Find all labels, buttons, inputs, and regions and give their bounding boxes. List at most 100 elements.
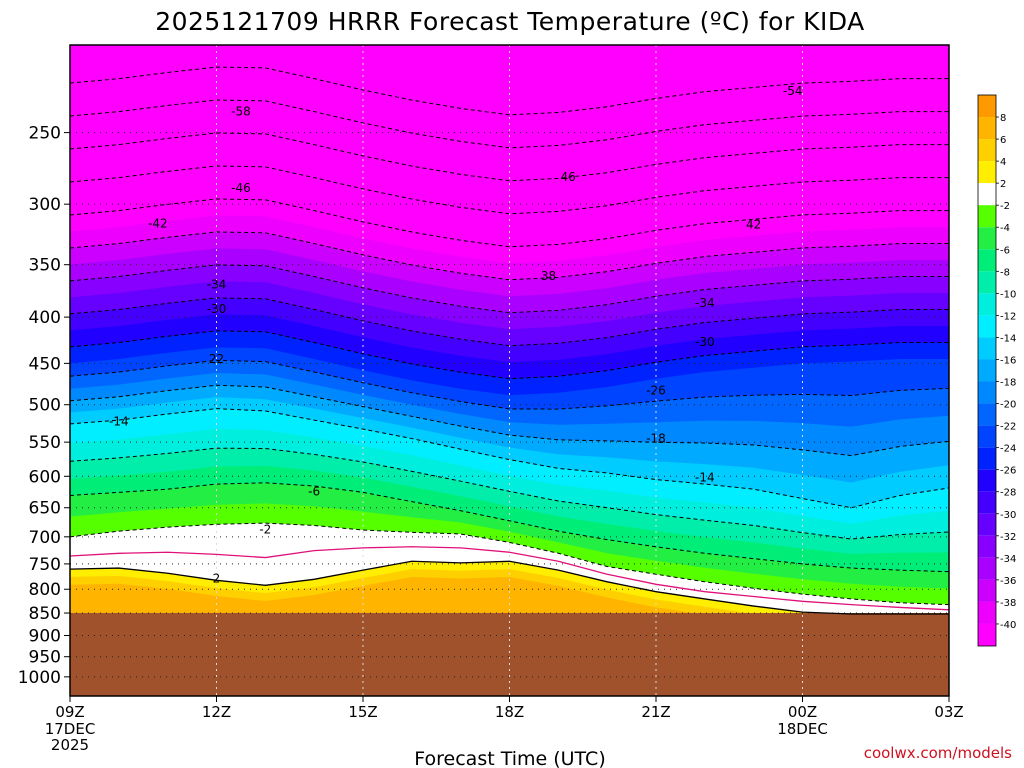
y-tick-label-850: 850 — [29, 604, 61, 624]
isotherm--22 — [70, 359, 949, 410]
colorbar-label-7: -8 — [1000, 267, 1010, 278]
x-tick-sublabel-09Z-0: 17DEC — [45, 720, 96, 738]
colorbar-label-4: -2 — [1000, 201, 1010, 212]
colorbar-label-11: -16 — [1000, 355, 1016, 366]
colorbar-cell-20 — [978, 535, 996, 558]
isotherm--30 — [70, 297, 949, 347]
contour-label-12: -26 — [646, 383, 666, 397]
colorbar-label-13: -20 — [1000, 400, 1016, 411]
colorbar-label-19: -32 — [1000, 532, 1016, 543]
isotherm-0 — [70, 546, 949, 611]
colorbar-cell-21 — [978, 557, 996, 580]
isotherm--34 — [70, 264, 949, 314]
y-tick-label-550: 550 — [29, 433, 61, 453]
contour-labels: -58 -54 -46 46 -42 42 -34 38 -30 -34 -30 22 -26 -14 -1… — [109, 84, 803, 585]
colorbar-cell-8 — [978, 271, 996, 294]
contour-label-8: -30 — [207, 302, 227, 316]
colorbar-label-17: -28 — [1000, 488, 1016, 499]
isotherm--2 — [70, 522, 949, 606]
chart-title: 2025121709 HRRR Forecast Temperature (ºC… — [155, 7, 865, 36]
y-tick-label-700: 700 — [29, 528, 61, 548]
colorbar-label-15: -24 — [1000, 444, 1016, 455]
isotherm--26 — [70, 330, 949, 380]
colorbar-cell-15 — [978, 425, 996, 448]
y-tick-label-300: 300 — [29, 195, 61, 215]
y-tick-label-250: 250 — [29, 124, 61, 144]
colorbar-cell-18 — [978, 491, 996, 514]
y-tick-label-350: 350 — [29, 256, 61, 276]
y-tick-label-450: 450 — [29, 354, 61, 374]
colorbar-cell-1 — [978, 117, 996, 140]
y-tick-label-900: 900 — [29, 626, 61, 646]
contour-label-13: -14 — [109, 415, 129, 429]
isotherm--18 — [70, 384, 949, 457]
contour-label-11: 22 — [209, 352, 224, 366]
isotherm--58 — [70, 66, 949, 116]
x-axis-label: Forecast Time (UTC) — [414, 748, 605, 768]
x-tick-label-09Z: 09Z — [55, 703, 84, 721]
colorbar-label-18: -30 — [1000, 510, 1016, 521]
colorbar-label-22: -38 — [1000, 598, 1016, 609]
colorbar-cell-2 — [978, 139, 996, 162]
isotherm--38 — [70, 231, 949, 281]
y-tick-label-400: 400 — [29, 308, 61, 328]
contour-label-2: -46 — [231, 181, 251, 195]
contour-label-1: -54 — [783, 84, 803, 98]
y-tick-label-950: 950 — [29, 648, 61, 668]
colorbar-cell-14 — [978, 403, 996, 426]
contour-label-6: -34 — [207, 277, 227, 291]
isotherm--42 — [70, 198, 949, 248]
colorbar-cell-3 — [978, 161, 996, 184]
colorbar-label-12: -18 — [1000, 378, 1016, 389]
y-tick-label-750: 750 — [29, 555, 61, 575]
colorbar-label-10: -14 — [1000, 333, 1016, 344]
y-tick-label-600: 600 — [29, 467, 61, 487]
y-tick-label-1000: 1000 — [18, 668, 61, 688]
colorbar-label-1: 6 — [1000, 135, 1006, 146]
y-tick-label-500: 500 — [29, 396, 61, 416]
colorbar-cell-0 — [978, 95, 996, 118]
x-tick-sublabel-09Z-1: 2025 — [51, 736, 89, 754]
contour-label-0: -58 — [231, 105, 251, 119]
colorbar-label-23: -40 — [1000, 620, 1016, 631]
x-tick-label-00Z: 00Z — [788, 703, 817, 721]
colorbar-cell-4 — [978, 183, 996, 206]
isotherm--10 — [70, 447, 949, 540]
colorbar-cell-11 — [978, 337, 996, 360]
colorbar-cell-16 — [978, 447, 996, 470]
colorbar-cell-17 — [978, 469, 996, 492]
credit-link[interactable]: coolwx.com/models — [864, 744, 1012, 762]
contour-label-10: -30 — [695, 335, 715, 349]
colorbar-label-21: -36 — [1000, 576, 1016, 587]
isotherm--50 — [70, 132, 949, 182]
x-tick-sublabel-00Z-0: 18DEC — [777, 720, 828, 738]
contour-label-4: -42 — [148, 216, 168, 230]
x-tick-label-15Z: 15Z — [348, 703, 377, 721]
contour-label-5: 42 — [746, 218, 761, 232]
isotherm--6 — [70, 482, 949, 573]
y-axis: 2503003504004505005506006507007508008509… — [18, 124, 70, 688]
contour-label-18: 2 — [213, 571, 221, 585]
x-tick-label-18Z: 18Z — [495, 703, 524, 721]
colorbar-label-8: -10 — [1000, 289, 1016, 300]
colorbar-cell-5 — [978, 205, 996, 228]
colorbar-label-6: -6 — [1000, 245, 1010, 256]
colorbar-cell-9 — [978, 293, 996, 316]
terrain-fill — [70, 613, 949, 696]
isotherm--14 — [70, 408, 949, 509]
colorbar-label-0: 8 — [1000, 113, 1006, 124]
colorbar-cell-6 — [978, 227, 996, 250]
grid-lines — [70, 45, 949, 696]
colorbar-label-3: 2 — [1000, 179, 1006, 190]
contour-label-7: 38 — [541, 269, 556, 283]
x-tick-label-12Z: 12Z — [202, 703, 231, 721]
colorbar-cell-7 — [978, 249, 996, 272]
isotherm-2 — [70, 560, 949, 615]
x-tick-label-21Z: 21Z — [641, 703, 670, 721]
isotherm-contours — [70, 66, 949, 615]
y-tick-label-800: 800 — [29, 580, 61, 600]
x-tick-label-03Z: 03Z — [934, 703, 963, 721]
colorbar-label-2: 4 — [1000, 157, 1006, 168]
